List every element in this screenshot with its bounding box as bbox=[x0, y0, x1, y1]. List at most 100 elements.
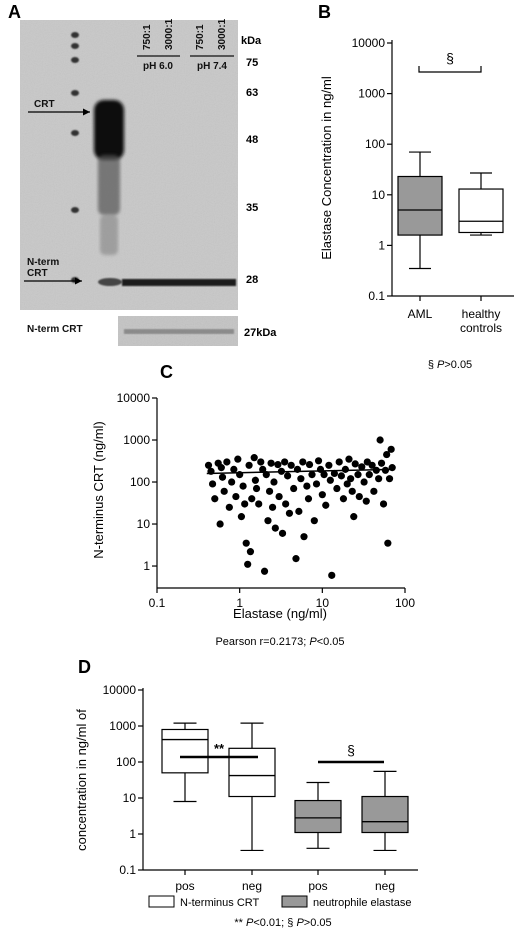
scatter-point bbox=[216, 520, 224, 528]
scatter-point bbox=[270, 478, 278, 486]
y-tick-label: 100 bbox=[116, 755, 136, 769]
scatter-point bbox=[341, 465, 349, 473]
d-legend: N-terminus CRT neutrophile elastase bbox=[148, 895, 411, 909]
scatter-point bbox=[285, 509, 294, 517]
y-tick-label: 0.1 bbox=[119, 863, 136, 877]
c-scatter-points bbox=[204, 436, 396, 579]
y-tick-label: 100 bbox=[365, 137, 385, 151]
panel-c: C 1 10 100 1000 10000 0.1 1 10 100 N-terminus C… bbox=[91, 362, 415, 648]
scatter-point bbox=[318, 491, 326, 499]
scatter-point bbox=[339, 495, 348, 503]
scatter-point bbox=[218, 473, 227, 481]
y-tick-label: 1 bbox=[143, 559, 150, 573]
lane-ratio-4: 3000:1 bbox=[217, 18, 228, 50]
x-tick-label: 10 bbox=[316, 596, 330, 610]
scatter-point bbox=[278, 529, 287, 537]
x-tick-label: pos bbox=[175, 879, 194, 893]
crt-smear-lane bbox=[94, 100, 124, 286]
scatter-point bbox=[248, 495, 256, 503]
scatter-point bbox=[204, 461, 213, 469]
scatter-point bbox=[237, 513, 246, 521]
kda-marker-28: 28 bbox=[246, 274, 258, 286]
scatter-point bbox=[351, 460, 359, 468]
panel-d: D 0.1 1 10 100 1000 10000 pos neg pos neg concen… bbox=[74, 657, 418, 929]
c-y-ticks: 1 10 100 1000 10000 bbox=[117, 391, 157, 573]
y-tick-label: 1 bbox=[378, 238, 385, 252]
legend-swatch-white bbox=[148, 895, 175, 908]
y-tick-label: 1000 bbox=[358, 87, 385, 101]
d-note: ** P<0.01; § P>0.05 bbox=[234, 917, 331, 929]
scatter-point bbox=[283, 472, 292, 480]
y-tick-label: 10000 bbox=[117, 391, 151, 405]
scatter-point bbox=[232, 492, 240, 501]
scatter-point bbox=[290, 484, 298, 493]
kda-unit: kDa bbox=[241, 35, 262, 47]
scatter-point bbox=[267, 459, 275, 467]
scatter-point bbox=[264, 517, 272, 525]
scatter-point bbox=[257, 458, 265, 466]
b-sig-bracket bbox=[418, 66, 482, 73]
scatter-point bbox=[245, 461, 253, 469]
kda-marker-75: 75 bbox=[246, 57, 258, 69]
scatter-point bbox=[370, 487, 378, 495]
scatter-point bbox=[208, 480, 217, 488]
c-y-axis-label: N-terminus CRT (ng/ml) bbox=[91, 421, 106, 558]
scatter-point bbox=[241, 500, 249, 508]
scatter-point bbox=[381, 466, 390, 474]
scatter-point bbox=[375, 475, 383, 483]
c-trend-line bbox=[206, 468, 393, 475]
lane-ratio-1: 750:1 bbox=[142, 24, 153, 50]
box-iqr bbox=[397, 175, 443, 236]
scatter-point bbox=[244, 560, 252, 568]
box-iqr bbox=[161, 728, 209, 774]
x-tick-label: neg bbox=[375, 879, 395, 893]
scatter-point bbox=[368, 461, 376, 469]
scatter-point bbox=[225, 503, 233, 511]
y-tick-label: 0.1 bbox=[368, 289, 385, 303]
ph-label-6: pH 6.0 bbox=[143, 61, 173, 72]
y-tick-label: 10000 bbox=[352, 36, 386, 50]
b-boxes bbox=[397, 151, 504, 270]
panel-a: A 750:1 3000:1 750:1 3000:1 bbox=[8, 2, 277, 346]
nterm-band-label-1: N-term bbox=[27, 257, 59, 268]
scatter-point bbox=[251, 476, 260, 484]
scatter-point bbox=[354, 471, 362, 479]
y-tick-label: 10000 bbox=[103, 683, 137, 697]
scatter-point bbox=[234, 455, 242, 463]
b-note: § P>0.05 bbox=[428, 359, 472, 371]
panel-b-letter: B bbox=[318, 2, 331, 22]
scatter-point bbox=[387, 445, 395, 453]
ph-label-7: pH 7.4 bbox=[197, 61, 227, 72]
scatter-point bbox=[348, 487, 356, 495]
scatter-point bbox=[220, 487, 228, 495]
b-y-axis-label: Elastase Concentration in ng/ml bbox=[319, 76, 334, 260]
scatter-point bbox=[252, 484, 261, 493]
scatter-point bbox=[211, 495, 219, 503]
scatter-point bbox=[320, 471, 328, 479]
x-tick-label: neg bbox=[242, 879, 262, 893]
scatter-point bbox=[384, 539, 392, 547]
scatter-point bbox=[335, 458, 343, 466]
b-sig-mark: § bbox=[446, 50, 454, 66]
scatter-point bbox=[217, 464, 225, 472]
nterm-arrowhead-icon bbox=[75, 277, 82, 285]
c-x-axis-label: Elastase (ng/ml) bbox=[233, 606, 327, 621]
y-tick-label: 10 bbox=[137, 517, 151, 531]
scatter-point bbox=[271, 524, 279, 532]
box-iqr bbox=[458, 188, 504, 234]
scatter-point bbox=[379, 500, 388, 508]
y-tick-label: 100 bbox=[130, 475, 150, 489]
scatter-point bbox=[259, 465, 267, 473]
scatter-point bbox=[297, 475, 305, 483]
d-boxes bbox=[161, 722, 409, 852]
scatter-point bbox=[308, 471, 316, 479]
x-tick-label: controls bbox=[460, 321, 502, 335]
c-x-ticks: 0.1 1 10 100 bbox=[149, 588, 415, 610]
scatter-point bbox=[333, 484, 341, 493]
legend-label-gray: neutrophile elastase bbox=[313, 897, 411, 909]
crt-band-label: CRT bbox=[34, 99, 55, 110]
crt-arrowhead-icon bbox=[83, 108, 90, 116]
kda-marker-35: 35 bbox=[246, 202, 258, 214]
kda-marker-63: 63 bbox=[246, 87, 258, 99]
scatter-point bbox=[312, 480, 321, 488]
